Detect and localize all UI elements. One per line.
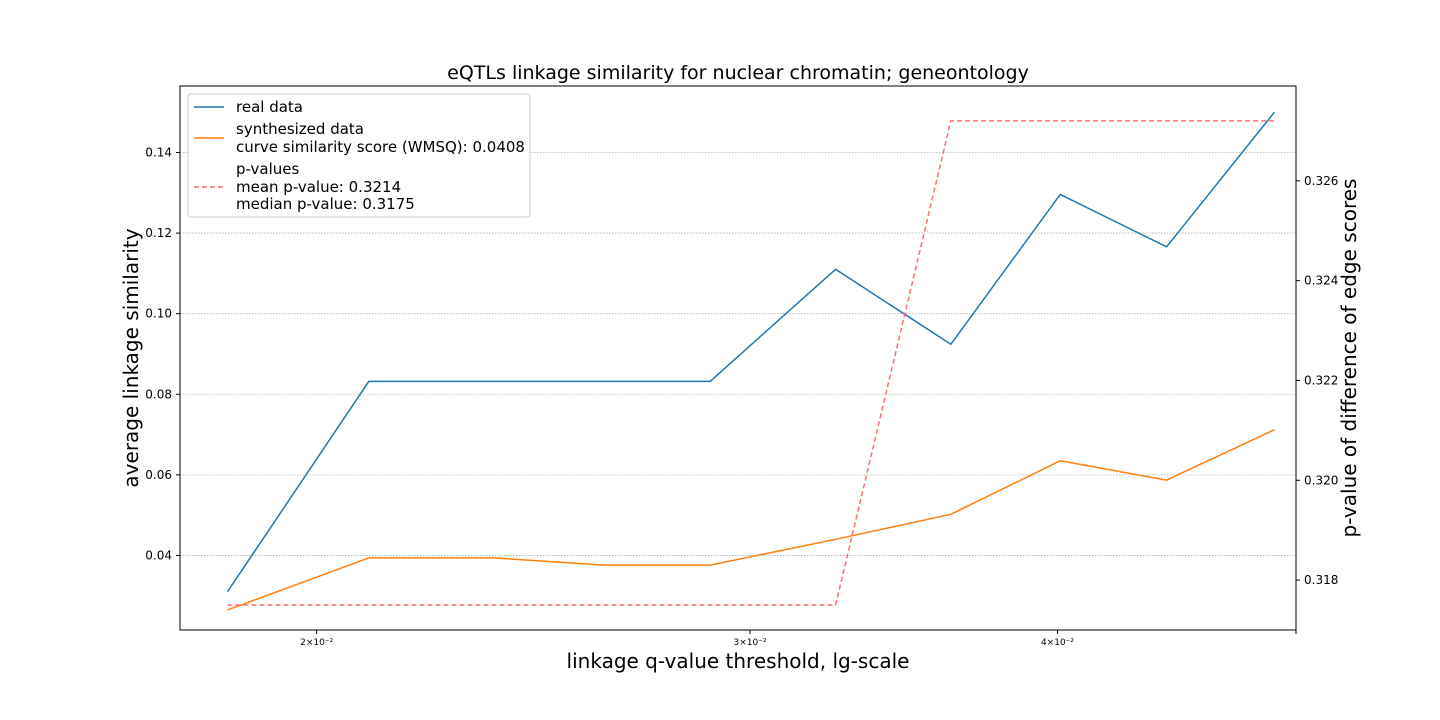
- legend-label-mean-p: mean p-value: 0.3214: [236, 178, 401, 196]
- x-tick-label: 4×10⁻²: [1041, 638, 1074, 648]
- legend-label-pvalues: p-values: [236, 160, 300, 178]
- x-tick-label: 3×10⁻²: [733, 638, 766, 648]
- y2-tick-label: 0.324: [1304, 274, 1338, 288]
- y2-tick-label: 0.320: [1304, 473, 1338, 487]
- chart-title: eQTLs linkage similarity for nuclear chr…: [447, 62, 1029, 84]
- legend-label-wmsq: curve similarity score (WMSQ): 0.0408: [236, 138, 525, 156]
- y-tick-label: 0.08: [145, 387, 172, 401]
- x-tick-labels: 2×10⁻² 3×10⁻² 4×10⁻²: [300, 638, 1074, 648]
- y-tick-labels: 0.04 0.06 0.08 0.10 0.12 0.14: [145, 145, 172, 562]
- legend-label-synth: synthesized data: [236, 120, 364, 138]
- legend-label-real: real data: [236, 98, 303, 116]
- y-tick-label: 0.10: [145, 307, 172, 321]
- legend-label-median-p: median p-value: 0.3175: [236, 195, 415, 213]
- legend: real data synthesized data curve similar…: [187, 93, 531, 218]
- plot-frame: [179, 85, 1297, 631]
- y-tick-label: 0.12: [145, 226, 172, 240]
- x-axis-label: linkage q-value threshold, lg-scale: [567, 649, 910, 673]
- plot-series: [226, 111, 1275, 611]
- legend-frame: [187, 93, 531, 218]
- y-tick-label: 0.06: [145, 468, 172, 482]
- series-line-real-data: [226, 111, 1275, 593]
- y2-axis-label: p-value of difference of edge scores: [1337, 179, 1361, 538]
- y2-tick-labels: 0.318 0.320 0.322 0.324 0.326: [1304, 174, 1338, 587]
- y2-tick-label: 0.326: [1304, 174, 1338, 188]
- y-tick-label: 0.04: [145, 548, 172, 562]
- x-tick-label: 2×10⁻²: [300, 638, 333, 648]
- y2-tick-label: 0.322: [1304, 373, 1338, 387]
- series-line-synthesized-data: [227, 429, 1275, 611]
- y-axis-label: average linkage similarity: [119, 228, 143, 487]
- y-tick-label: 0.14: [145, 145, 172, 159]
- tick-marks: [176, 151, 1300, 634]
- series-line-p-values: [227, 120, 1275, 606]
- y2-tick-label: 0.318: [1304, 573, 1338, 587]
